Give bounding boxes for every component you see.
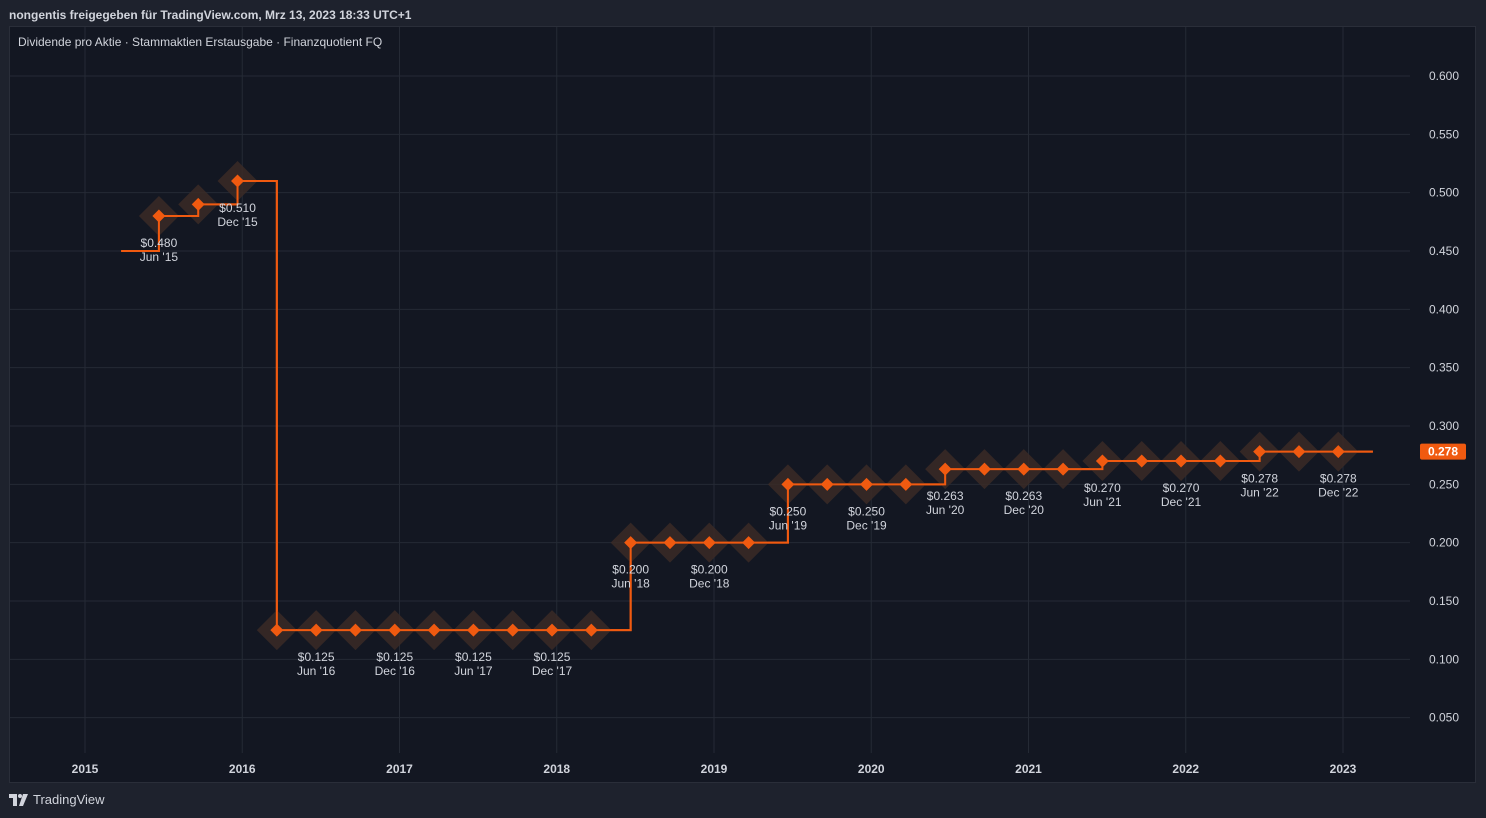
annotation-value: $0.125 xyxy=(376,650,413,664)
dividend-marker xyxy=(977,462,991,476)
annotation-value: $0.263 xyxy=(1005,489,1042,503)
dividend-marker xyxy=(742,536,756,550)
annotation-date: Dec '19 xyxy=(846,518,887,532)
dividend-marker xyxy=(938,462,952,476)
dividend-marker xyxy=(1213,454,1227,468)
y-tick-label: 0.500 xyxy=(1429,186,1459,200)
dividend-marker xyxy=(1253,445,1267,459)
dividend-marker xyxy=(506,623,520,637)
dividend-step-line-top xyxy=(121,180,1373,632)
annotation-value: $0.125 xyxy=(455,650,492,664)
dividend-marker xyxy=(1174,454,1188,468)
marker-halos xyxy=(138,161,1359,651)
tradingview-logo-icon xyxy=(9,793,28,806)
dividend-marker xyxy=(231,174,245,188)
annotation-value: $0.125 xyxy=(298,650,335,664)
chart-title: Dividende pro Aktie · Stammaktien Erstau… xyxy=(18,35,382,49)
y-tick-label: 0.200 xyxy=(1429,536,1459,550)
x-tick-label: 2020 xyxy=(858,762,885,776)
x-tick-label: 2023 xyxy=(1330,762,1357,776)
annotation-value: $0.270 xyxy=(1163,481,1200,495)
y-tick-label: 0.150 xyxy=(1429,594,1459,608)
y-tick-label: 0.300 xyxy=(1429,419,1459,433)
dividend-marker xyxy=(1017,462,1031,476)
annotation-date: Jun '15 xyxy=(140,250,179,264)
annotation-value: $0.510 xyxy=(219,201,256,215)
annotation-value: $0.270 xyxy=(1084,481,1121,495)
dividend-marker xyxy=(820,477,834,491)
y-tick-label: 0.100 xyxy=(1429,652,1459,666)
dividend-marker xyxy=(388,623,402,637)
annotation-value: $0.278 xyxy=(1320,472,1357,486)
annotation-date: Jun '20 xyxy=(926,503,965,517)
dividend-marker xyxy=(1056,462,1070,476)
dividend-marker xyxy=(899,477,913,491)
grid-lines xyxy=(10,27,1410,753)
dividend-marker xyxy=(1135,454,1149,468)
x-tick-label: 2015 xyxy=(72,762,99,776)
annotation-date: Dec '20 xyxy=(1004,503,1045,517)
dividend-marker xyxy=(860,477,874,491)
x-tick-label: 2017 xyxy=(386,762,413,776)
dividend-marker xyxy=(624,536,638,550)
annotation-date: Dec '16 xyxy=(375,664,416,678)
share-header: nongentis freigegeben für TradingView.co… xyxy=(9,8,412,22)
dividend-marker xyxy=(1292,445,1306,459)
dividend-marker xyxy=(781,477,795,491)
annotation-value: $0.263 xyxy=(927,489,964,503)
annotation-date: Jun '19 xyxy=(769,518,808,532)
dividend-marker xyxy=(427,623,441,637)
footer-branding: TradingView xyxy=(9,792,105,807)
annotation-date: Jun '16 xyxy=(297,664,336,678)
annotation-value: $0.200 xyxy=(612,563,649,577)
annotation-value: $0.200 xyxy=(691,563,728,577)
y-tick-label: 0.250 xyxy=(1429,477,1459,491)
annotation-value: $0.278 xyxy=(1241,472,1278,486)
annotation-date: Dec '21 xyxy=(1161,495,1202,509)
dividend-marker xyxy=(1331,445,1345,459)
x-tick-label: 2019 xyxy=(701,762,728,776)
dividend-marker xyxy=(466,623,480,637)
annotation-value: $0.250 xyxy=(848,504,885,518)
dividend-marker xyxy=(663,536,677,550)
x-tick-label: 2022 xyxy=(1172,762,1199,776)
annotation-date: Dec '22 xyxy=(1318,486,1359,500)
annotation-value: $0.125 xyxy=(534,650,571,664)
annotation-date: Jun '22 xyxy=(1240,486,1279,500)
chart-frame xyxy=(9,26,1476,783)
x-tick-label: 2016 xyxy=(229,762,256,776)
dividend-marker xyxy=(309,623,323,637)
last-value-badge xyxy=(1420,443,1466,460)
annotation-date: Jun '21 xyxy=(1083,495,1122,509)
annotation-date: Dec '18 xyxy=(689,577,730,591)
annotation-value: $0.480 xyxy=(141,236,178,250)
annotation-date: Jun '18 xyxy=(611,577,650,591)
dividend-marker xyxy=(545,623,559,637)
x-tick-label: 2018 xyxy=(543,762,570,776)
annotation-value: $0.250 xyxy=(770,504,807,518)
y-tick-label: 0.400 xyxy=(1429,302,1459,316)
dividend-marker xyxy=(1095,454,1109,468)
dividend-marker xyxy=(152,209,166,223)
annotation-date: Dec '15 xyxy=(217,215,258,229)
last-value-badge-label: 0.278 xyxy=(1428,445,1458,459)
dividend-marker xyxy=(348,623,362,637)
annotation-date: Dec '17 xyxy=(532,664,573,678)
dividend-marker xyxy=(270,623,284,637)
y-tick-label: 0.450 xyxy=(1429,244,1459,258)
dividend-marker xyxy=(584,623,598,637)
y-tick-label: 0.050 xyxy=(1429,711,1459,725)
dividend-marker xyxy=(191,197,205,211)
dividend-step-line xyxy=(121,180,1373,632)
y-tick-label: 0.550 xyxy=(1429,127,1459,141)
annotation-date: Jun '17 xyxy=(454,664,493,678)
dividend-marker xyxy=(702,536,716,550)
footer-brand-text: TradingView xyxy=(33,792,105,807)
x-tick-label: 2021 xyxy=(1015,762,1042,776)
y-tick-label: 0.600 xyxy=(1429,69,1459,83)
y-tick-label: 0.350 xyxy=(1429,361,1459,375)
